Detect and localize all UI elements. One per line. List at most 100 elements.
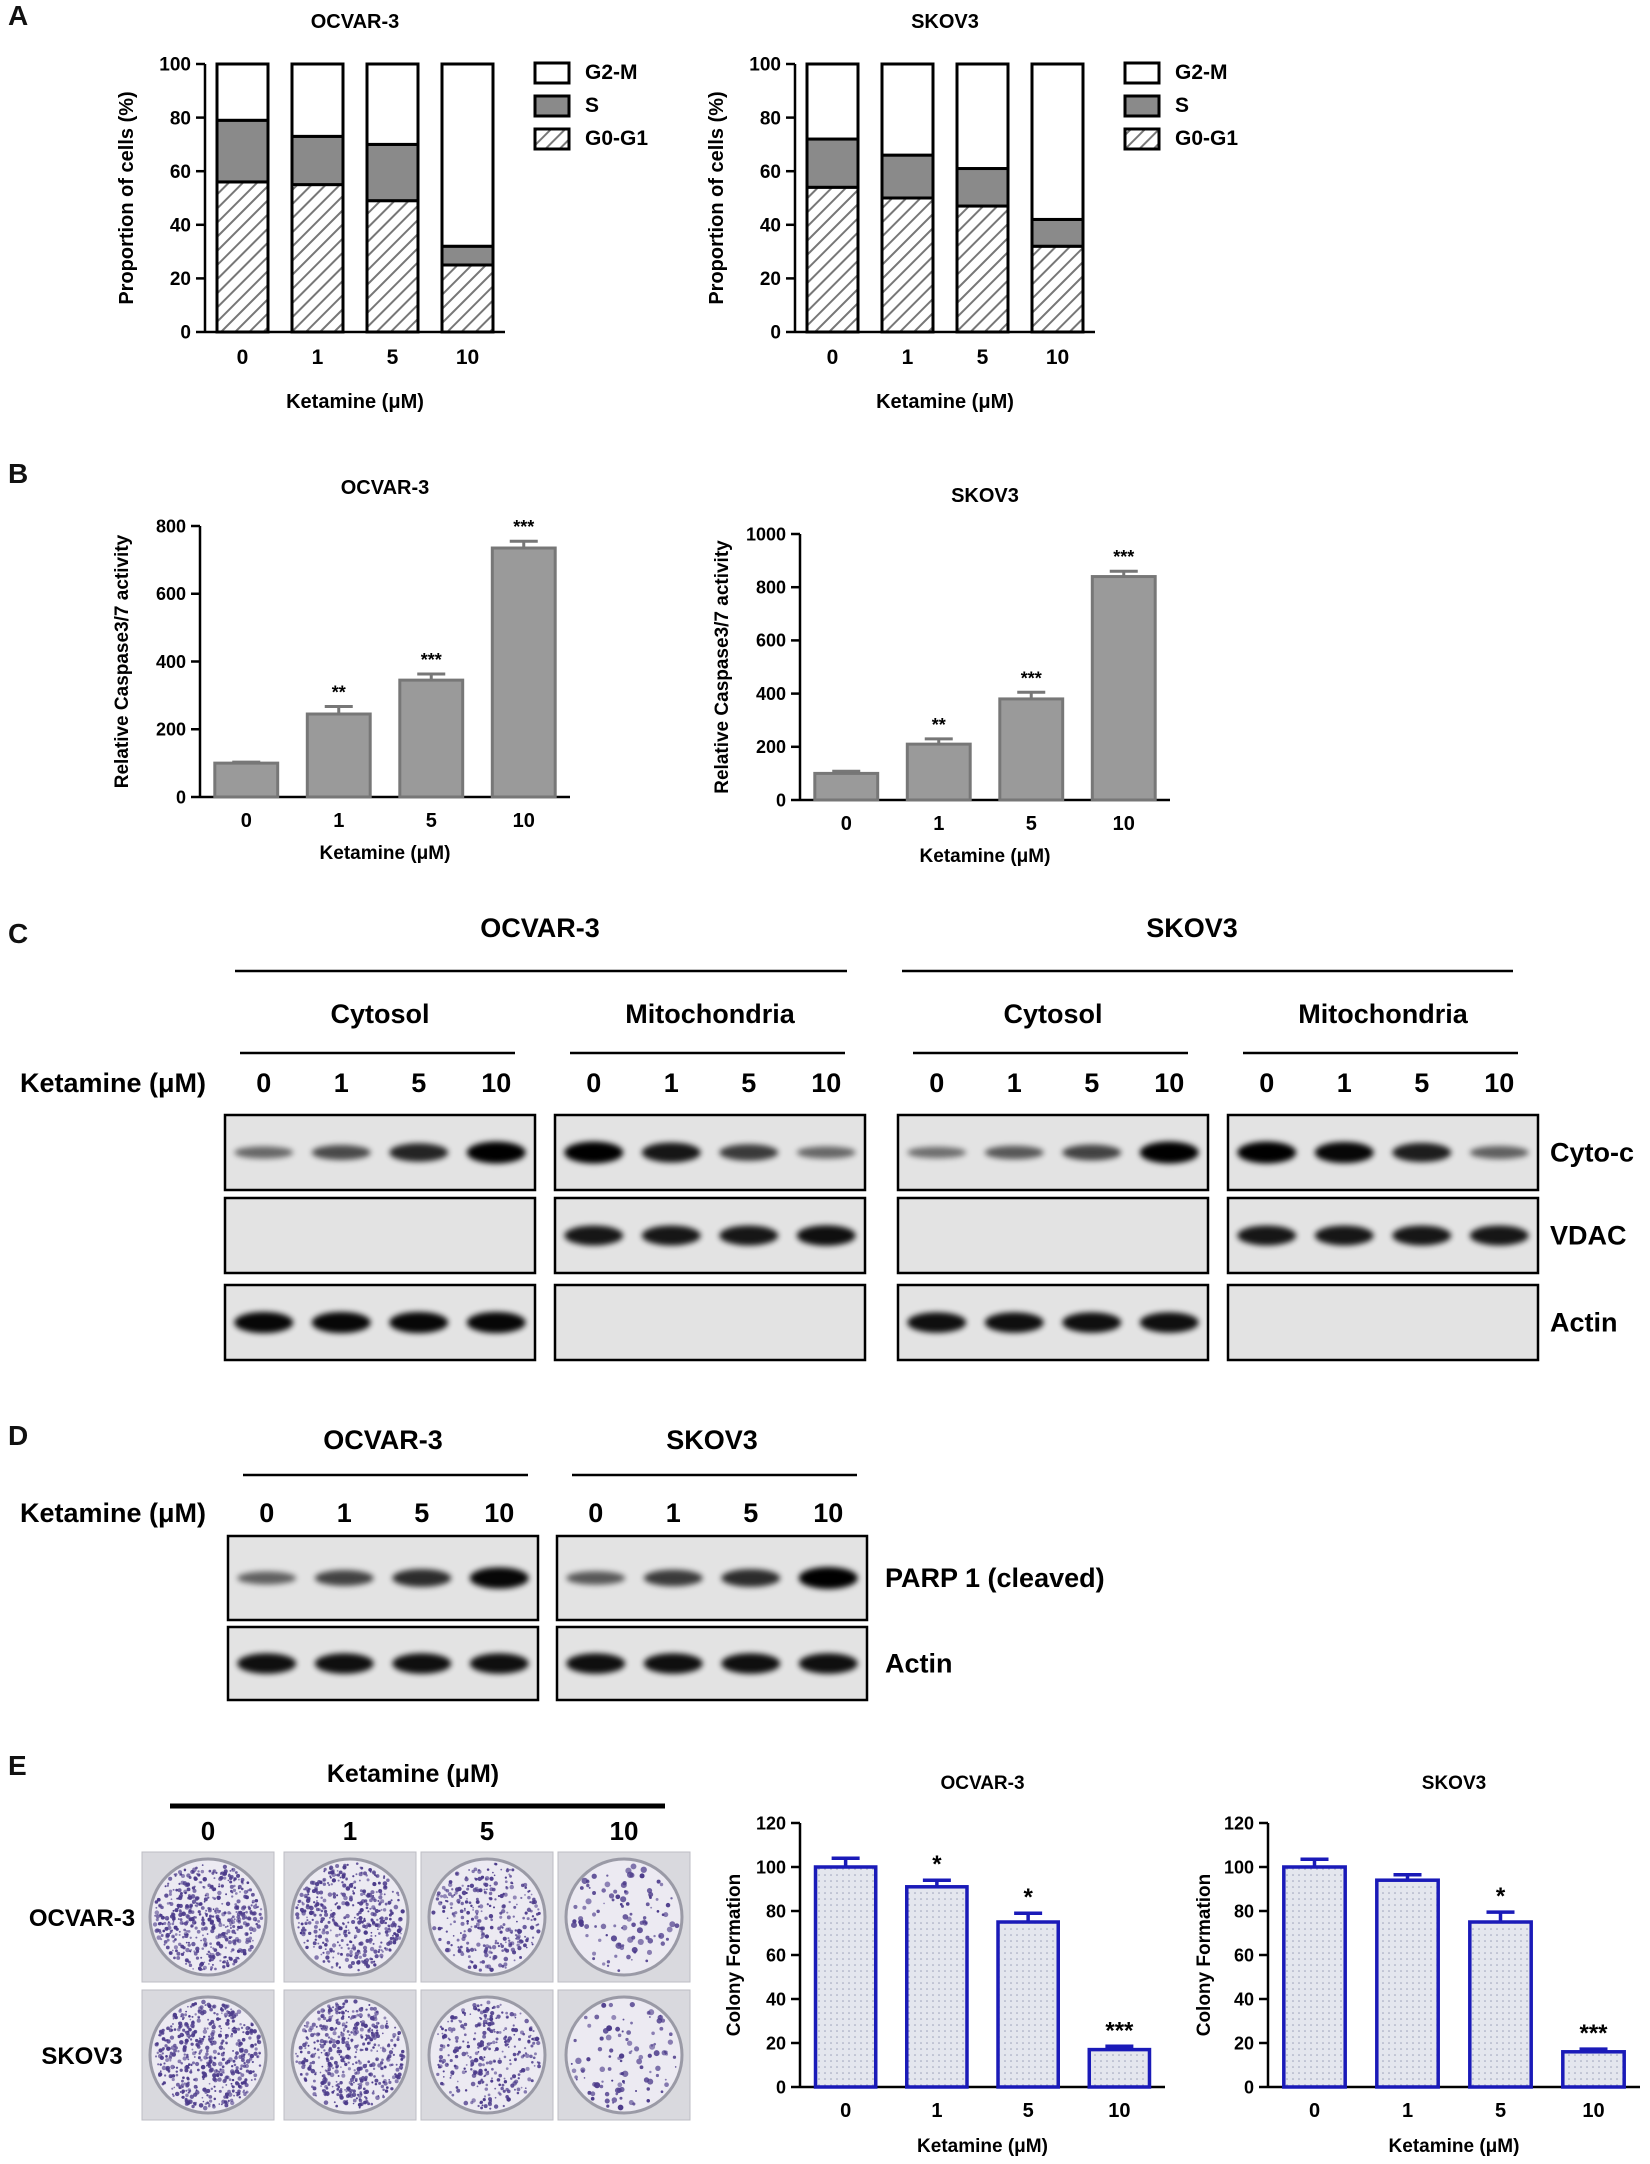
colony-dot <box>175 2070 179 2073</box>
colony-dot <box>534 2052 537 2056</box>
colony-dot <box>449 1923 452 1926</box>
colony-dot <box>177 1870 183 1875</box>
colony-dot <box>338 2049 343 2054</box>
colony-dot <box>202 1965 207 1970</box>
colony-dot <box>508 1873 511 1876</box>
colony-dot <box>536 2061 539 2064</box>
colony-dot <box>630 2050 633 2053</box>
colony-dot <box>588 1886 591 1889</box>
colony-dot <box>343 1863 347 1868</box>
colony-dot <box>344 1999 349 2003</box>
colony-dot <box>158 1931 162 1934</box>
colony-dot <box>230 2008 233 2011</box>
blot-band <box>907 1146 967 1159</box>
colony-dot <box>341 1922 345 1925</box>
colony-dot <box>454 2035 459 2041</box>
colony-dot <box>313 2041 316 2044</box>
colony-dot <box>494 2087 497 2090</box>
blot-band <box>237 1571 297 1585</box>
colony-dot <box>534 1904 538 1908</box>
colony-dot <box>468 1869 470 1871</box>
colony-dot <box>185 1914 190 1918</box>
colony-dot <box>168 1951 173 1955</box>
colony-dot <box>360 1866 364 1870</box>
colony-dot <box>232 1962 236 1966</box>
lane-label: 10 <box>813 1498 843 1528</box>
colony-dot <box>165 1934 170 1939</box>
colony-dot <box>486 2027 491 2031</box>
x-axis-label: Ketamine (μM) <box>917 2136 1048 2157</box>
colony-dot <box>384 1916 389 1921</box>
colony-dot <box>225 1893 228 1896</box>
colony-dot <box>451 2027 456 2032</box>
colony-dot <box>321 1930 326 1935</box>
colony-dot <box>474 2024 479 2028</box>
colony-dot <box>377 1928 379 1930</box>
colony-dot <box>466 1919 470 1923</box>
colony-dot <box>346 2099 348 2102</box>
colony-dot <box>156 1897 161 1902</box>
colony-dot <box>254 1919 257 1922</box>
colony-dot <box>316 2048 320 2052</box>
colony-dot <box>240 1887 244 1891</box>
colony-dot <box>209 1920 214 1925</box>
lane-label: 5 <box>1084 1068 1099 1098</box>
colony-dot <box>659 1882 664 1887</box>
colony-dot <box>195 1949 200 1953</box>
x-tick-label: 10 <box>1113 813 1135 835</box>
colony-dot <box>523 2090 528 2094</box>
colony-dot <box>245 2069 250 2073</box>
colony-dot <box>182 2076 185 2080</box>
colony-dot <box>223 2004 229 2010</box>
colony-dot <box>187 2005 189 2008</box>
colony-dot <box>331 2090 335 2094</box>
colony-dot <box>174 1938 177 1941</box>
colony-dot <box>504 1880 508 1884</box>
colony-dot <box>672 2055 677 2059</box>
colony-dot <box>440 1894 444 1898</box>
colony-dot <box>587 2090 592 2095</box>
colony-dot <box>220 2027 222 2030</box>
colony-dot <box>497 1926 502 1931</box>
colony-dot <box>163 1921 167 1925</box>
colony-dot <box>165 2067 170 2071</box>
bar-segment-s <box>365 142 420 203</box>
colony-dot <box>234 1871 238 1874</box>
colony-dot <box>338 1870 343 1875</box>
colony-dot <box>202 2029 208 2034</box>
colony-dot <box>161 2052 164 2055</box>
colony-dot <box>520 1883 525 1888</box>
colony-dot <box>178 1933 181 1937</box>
colony-dot <box>251 2060 254 2064</box>
colony-dot <box>160 1905 164 1910</box>
colony-dot <box>479 2010 484 2015</box>
colony-dot <box>397 1936 402 1940</box>
colony-dot <box>369 1898 373 1903</box>
colony-dot <box>466 1948 471 1953</box>
colony-dot <box>394 2026 397 2029</box>
colony-dot <box>356 2093 359 2096</box>
colony-dot <box>173 1956 176 1960</box>
colony-dot <box>627 1936 634 1943</box>
protein-label: Actin <box>885 1649 953 1679</box>
colony-dot <box>248 2057 253 2061</box>
colony-dot <box>362 1924 366 1928</box>
colony-dot <box>373 1963 377 1967</box>
colony-dot <box>396 2037 400 2042</box>
colony-dot <box>304 2047 307 2050</box>
colony-dot <box>259 1908 263 1911</box>
colony-dot <box>381 2032 384 2035</box>
colony-dot <box>315 1891 318 1894</box>
colony-dot <box>503 1962 508 1967</box>
colony-dot <box>248 1917 252 1921</box>
colony-dot <box>159 2055 164 2061</box>
colony-dot <box>309 2061 313 2065</box>
colony-dot <box>625 1902 630 1906</box>
blot-band <box>1062 1144 1122 1161</box>
colony-dot <box>337 2085 341 2089</box>
colony-dot <box>389 1936 394 1941</box>
colony-dot <box>221 2012 223 2014</box>
colony-dot <box>497 1944 501 1948</box>
colony-dot <box>478 2071 482 2075</box>
